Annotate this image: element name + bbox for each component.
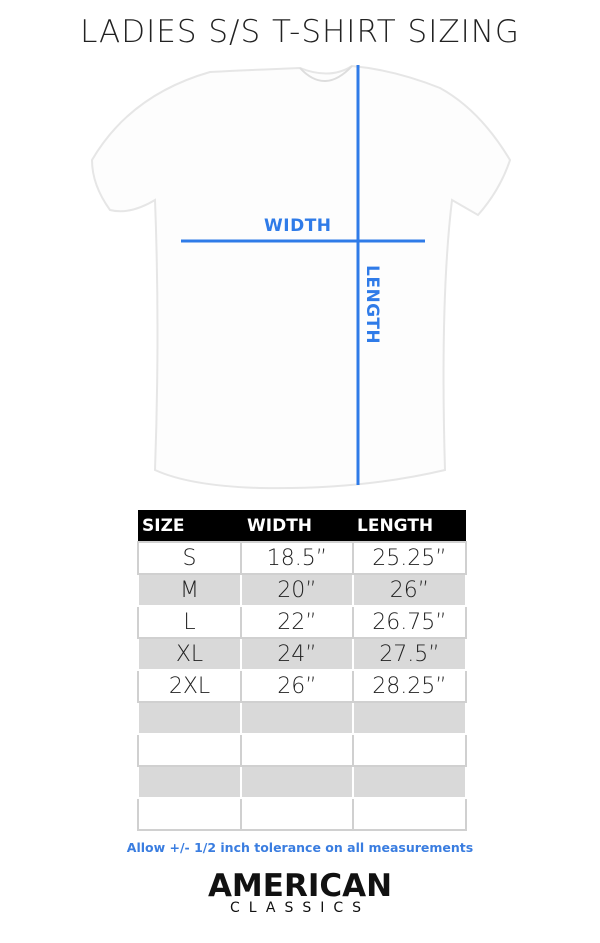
header-length: LENGTH — [353, 510, 466, 542]
table-row: L 22” 26.75” — [137, 605, 467, 639]
width-cell: 24” — [240, 637, 354, 671]
tshirt-diagram — [90, 64, 512, 490]
size-cell — [137, 765, 242, 799]
header-width: WIDTH — [241, 510, 353, 542]
width-cell — [240, 765, 354, 799]
width-cell: 20” — [240, 573, 354, 607]
length-label: LENGTH — [362, 265, 382, 345]
table-row: M 20” 26” — [137, 573, 467, 607]
length-cell: 28.25” — [352, 669, 467, 703]
tshirt-shape — [90, 64, 512, 490]
width-cell — [240, 797, 354, 831]
width-cell — [240, 733, 354, 767]
brand-logo-line1: AMERICAN — [207, 868, 393, 904]
width-cell: 26” — [240, 669, 354, 703]
header-size: SIZE — [138, 510, 241, 542]
width-cell — [240, 701, 354, 735]
table-row — [137, 733, 467, 767]
size-cell: XL — [137, 637, 242, 671]
length-cell — [352, 797, 467, 831]
length-cell: 26.75” — [352, 605, 467, 639]
size-chart-table: SIZE WIDTH LENGTH S 18.5” 25.25” M 20” 26” L 22… — [137, 510, 467, 831]
table-row: S 18.5” 25.25” — [137, 541, 467, 575]
brand-logo-line2: CLASSICS — [229, 900, 371, 916]
table-row — [137, 797, 467, 831]
size-cell: L — [137, 605, 242, 639]
length-cell: 27.5” — [352, 637, 467, 671]
size-cell — [137, 797, 242, 831]
tolerance-note: Allow +/- 1/2 inch tolerance on all meas… — [126, 840, 474, 855]
size-cell — [137, 701, 242, 735]
width-label: WIDTH — [264, 216, 332, 236]
length-cell — [352, 733, 467, 767]
width-cell: 22” — [240, 605, 354, 639]
table-row — [137, 765, 467, 799]
size-cell: S — [137, 541, 242, 575]
table-row: XL 24” 27.5” — [137, 637, 467, 671]
size-cell: M — [137, 573, 242, 607]
table-row: 2XL 26” 28.25” — [137, 669, 467, 703]
table-row — [137, 701, 467, 735]
length-cell — [352, 701, 467, 735]
page-title: LADIES S/S T-SHIRT SIZING — [80, 14, 520, 50]
table-header-row: SIZE WIDTH LENGTH — [138, 510, 466, 542]
length-cell: 26” — [352, 573, 467, 607]
width-cell: 18.5” — [240, 541, 354, 575]
length-cell: 25.25” — [352, 541, 467, 575]
size-cell — [137, 733, 242, 767]
size-cell: 2XL — [137, 669, 242, 703]
length-cell — [352, 765, 467, 799]
